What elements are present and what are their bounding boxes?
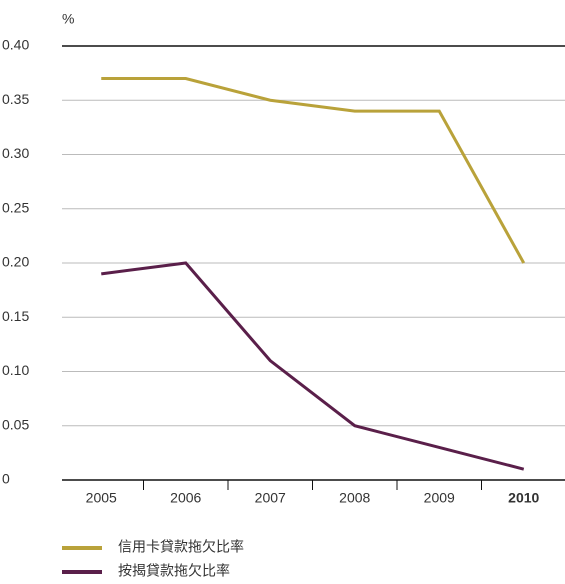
x-tick-label: 2008: [339, 490, 370, 506]
y-axis-label: %: [62, 11, 74, 27]
x-tick-label: 2006: [170, 490, 201, 506]
series-line: [101, 77, 526, 264]
y-tick-label: 0: [2, 471, 10, 487]
y-tick-label: 0.20: [2, 254, 29, 270]
y-tick-label: 0.40: [2, 37, 29, 53]
y-tick-label: 0.25: [2, 199, 29, 215]
x-tick-label: 2009: [424, 490, 455, 506]
x-tick-label: 2007: [255, 490, 286, 506]
y-tick-label: 0.10: [2, 362, 29, 378]
x-tick-label: 2010: [508, 490, 539, 506]
y-tick-label: 0.15: [2, 308, 29, 324]
legend-label: 按揭貸款拖欠比率: [118, 563, 230, 579]
y-tick-label: 0.05: [2, 416, 29, 432]
x-tick-label: 2005: [86, 490, 117, 506]
legend-label: 信用卡貸款拖欠比率: [118, 539, 244, 555]
y-tick-label: 0.30: [2, 145, 29, 161]
y-tick-label: 0.35: [2, 91, 29, 107]
series-line: [101, 261, 525, 471]
